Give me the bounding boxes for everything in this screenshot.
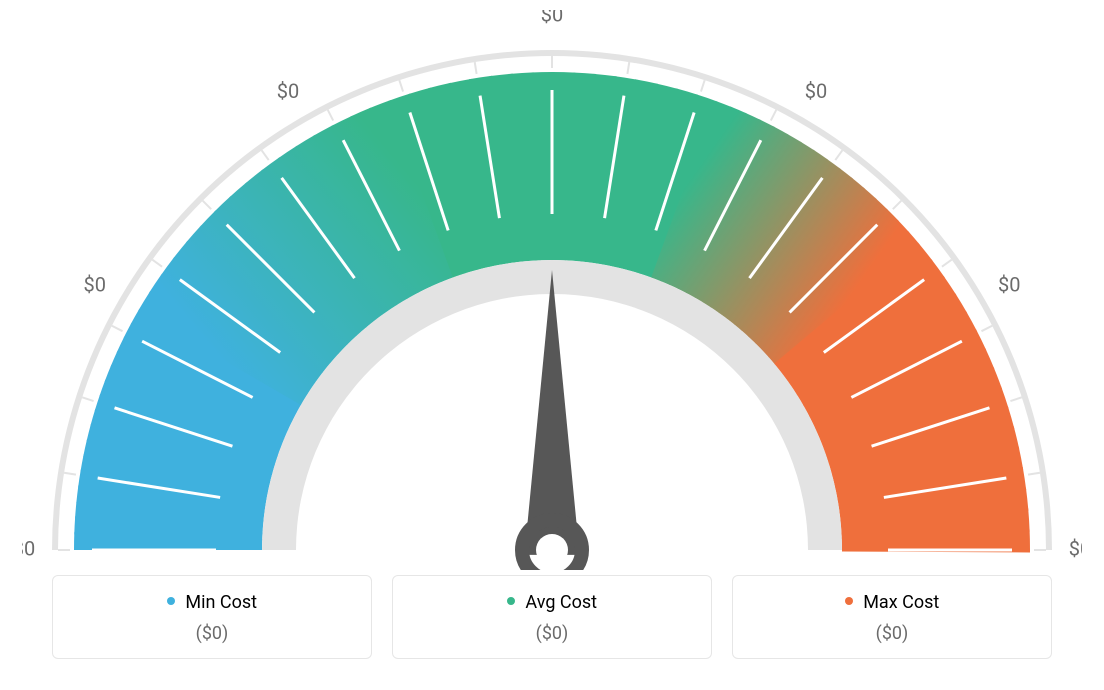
- legend-row: Min Cost ($0) Avg Cost ($0) Max Cost ($0…: [0, 575, 1104, 659]
- svg-text:$0: $0: [1069, 536, 1082, 560]
- svg-text:$0: $0: [805, 79, 827, 103]
- legend-value-min: ($0): [63, 623, 361, 644]
- gauge-svg: $0 $0 $0 $0 $0 $0 $0: [22, 10, 1082, 570]
- svg-text:$0: $0: [998, 272, 1020, 296]
- svg-text:$0: $0: [22, 536, 35, 560]
- legend-dot-avg: [507, 597, 515, 605]
- legend-dot-max: [845, 597, 853, 605]
- svg-text:$0: $0: [277, 79, 299, 103]
- gauge-chart: $0 $0 $0 $0 $0 $0 $0: [22, 10, 1082, 570]
- legend-value-avg: ($0): [403, 623, 701, 644]
- legend-label-line: Min Cost: [63, 592, 361, 613]
- legend-card-avg: Avg Cost ($0): [392, 575, 712, 659]
- legend-label-min: Min Cost: [185, 592, 257, 613]
- legend-value-max: ($0): [743, 623, 1041, 644]
- legend-label-max: Max Cost: [863, 592, 939, 613]
- legend-card-min: Min Cost ($0): [52, 575, 372, 659]
- legend-label-line: Avg Cost: [403, 592, 701, 613]
- svg-text:$0: $0: [83, 272, 105, 296]
- legend-label-avg: Avg Cost: [525, 592, 597, 613]
- legend-card-max: Max Cost ($0): [732, 575, 1052, 659]
- legend-dot-min: [167, 597, 175, 605]
- legend-label-line: Max Cost: [743, 592, 1041, 613]
- svg-text:$0: $0: [541, 10, 563, 26]
